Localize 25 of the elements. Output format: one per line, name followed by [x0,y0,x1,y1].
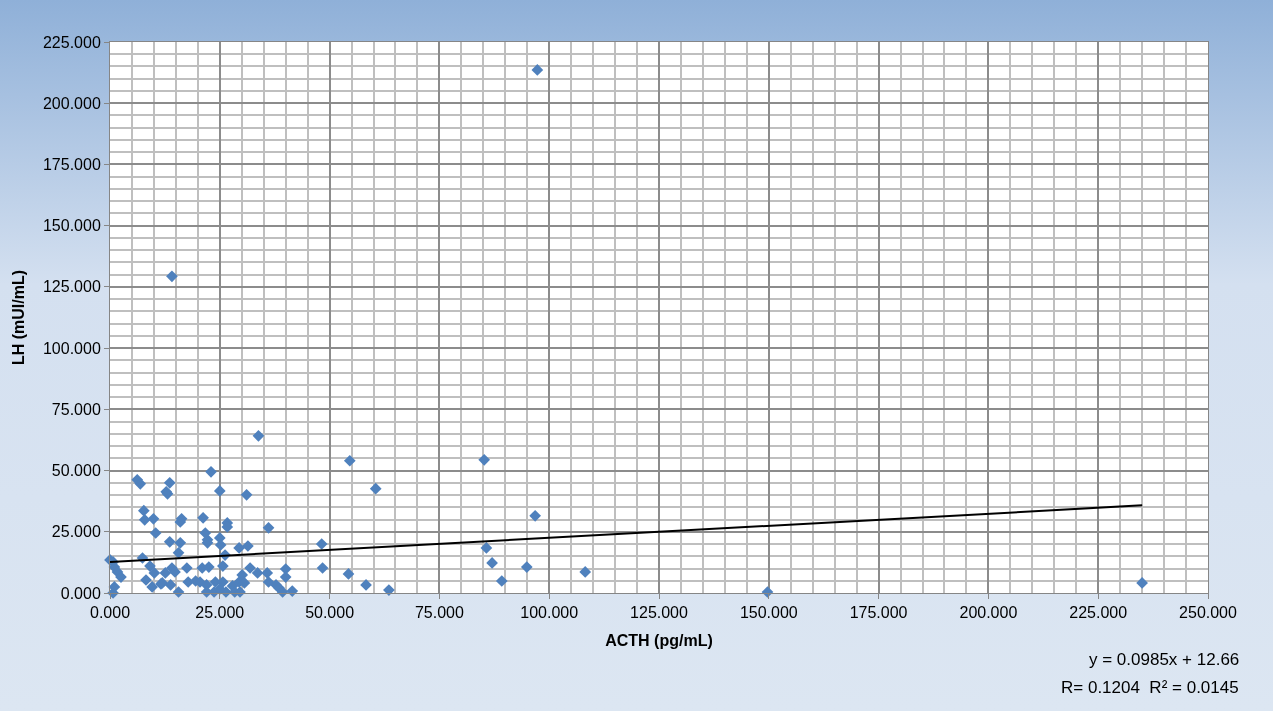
y-tick-label: 175.000 [42,156,101,174]
x-tick-label: 200.000 [959,604,1018,622]
y-tick-label: 75.000 [51,400,101,418]
y-tick-label: 50.000 [51,462,101,480]
x-tick-label: 250.000 [1179,604,1238,622]
x-tick-label: 0.000 [89,604,131,622]
y-tick-label: 0.000 [60,584,101,602]
x-tick-label: 50.000 [305,604,355,622]
y-tick-label: 225.000 [42,33,101,51]
x-axis-title: ACTH (pg/mL) [605,631,713,649]
text: R= 0.1204 R² = 0.0145 [1061,678,1239,697]
text: y = 0.0985x + 12.66 [1089,650,1240,669]
y-tick-label: 25.000 [51,523,101,541]
y-axis-title: LH (mUI/mL) [9,269,27,366]
x-tick-label: 225.000 [1069,604,1128,622]
x-tick-label: 100.000 [520,604,579,622]
x-tick-label: 25.000 [195,604,245,622]
y-tick-label: 150.000 [42,217,101,235]
y-tick-label: 100.000 [42,339,101,357]
x-tick-label: 150.000 [739,604,798,622]
x-tick-label: 125.000 [630,604,689,622]
y-tick-label: 200.000 [42,94,101,112]
x-tick-label: 75.000 [414,604,464,622]
x-tick-label: 175.000 [849,604,908,622]
y-tick-label: 125.000 [42,278,101,296]
